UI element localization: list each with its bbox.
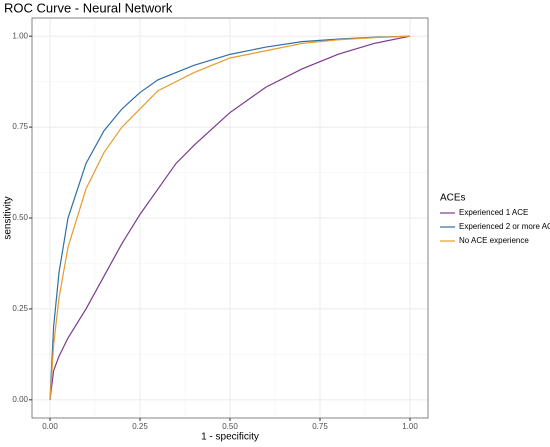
legend-label: No ACE experience [459, 236, 529, 245]
roc-line [49, 35, 411, 400]
x-tick-label: 0.75 [312, 422, 328, 431]
legend-title: ACEs [440, 193, 466, 204]
y-axis-title: sensitivity [3, 196, 14, 239]
y-tick-label: 0.75 [12, 122, 28, 131]
x-tick-label: 0.50 [222, 422, 238, 431]
y-tick-label: 1.00 [12, 31, 28, 40]
x-tick-label: 0.00 [42, 422, 58, 431]
y-tick-label: 0.25 [12, 304, 28, 313]
x-tick-label: 1.00 [402, 422, 418, 431]
roc-line [49, 35, 411, 400]
legend-label: Experienced 2 or more ACEs [459, 222, 550, 231]
x-axis-title: 1 - specificity [201, 432, 259, 443]
roc-line [49, 35, 411, 400]
chart-title: ROC Curve - Neural Network [4, 0, 173, 15]
y-tick-label: 0.50 [12, 213, 28, 222]
legend-label: Experienced 1 ACE [459, 208, 528, 217]
x-tick-label: 0.25 [132, 422, 148, 431]
panel-border [31, 17, 429, 419]
y-tick-label: 0.00 [12, 395, 28, 404]
